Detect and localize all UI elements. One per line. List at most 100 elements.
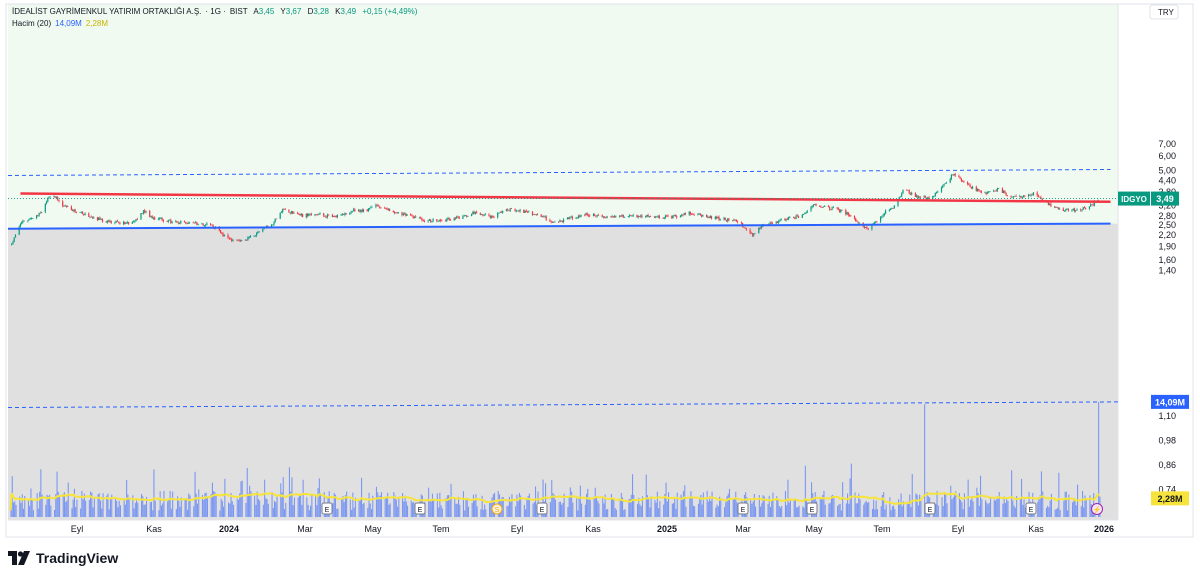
candle-body	[637, 216, 639, 218]
candle-body	[82, 211, 84, 215]
volume-bar	[40, 469, 42, 517]
candle-body	[892, 208, 894, 209]
volume-bar	[962, 509, 964, 517]
volume-bar	[551, 479, 553, 517]
candle-body	[447, 217, 449, 220]
candle-body	[923, 196, 925, 197]
symbol-name[interactable]: İDEALİST GAYRİMENKUL YATIRIM ORTAKLIĞI A…	[12, 7, 202, 16]
volume-bar	[857, 503, 859, 517]
volume-bar	[359, 498, 361, 517]
tradingview-logo[interactable]: TradingView	[8, 548, 118, 568]
candle-body	[370, 206, 372, 208]
interval-label[interactable]: · 1G ·	[205, 7, 226, 16]
candle-body	[829, 206, 831, 210]
candle-body	[824, 205, 826, 207]
price-axis[interactable]: 7,006,005,004,403,803,202,802,502,201,90…	[1149, 4, 1179, 495]
volume-bar	[439, 492, 441, 517]
volume-bar	[372, 495, 374, 517]
trend-lines[interactable]	[7, 168, 1119, 409]
volume-bar	[62, 493, 64, 517]
volume-bar	[924, 404, 926, 517]
candle-body	[839, 209, 841, 212]
candle-body	[93, 217, 95, 219]
volume-bar	[658, 508, 660, 517]
candle-body	[770, 222, 772, 224]
volume-bar	[865, 500, 867, 517]
candle-body	[340, 214, 342, 216]
candle-body	[876, 221, 878, 223]
volume-bar	[489, 501, 491, 517]
candle-body	[1088, 206, 1090, 209]
time-axis[interactable]: Eyl Kas 2024 Mar May Tem Eyl Kas 2025 Mar May Tem Ey…	[71, 524, 1114, 534]
volume-bar	[593, 496, 595, 517]
candle-body	[873, 222, 875, 224]
candle-body	[357, 210, 360, 212]
candle-body	[676, 216, 678, 218]
volume-bar	[787, 479, 789, 517]
candle-body	[334, 216, 336, 217]
volume-bar	[371, 509, 373, 517]
volume-bar	[205, 492, 207, 517]
candle-body	[505, 209, 507, 211]
volume-bar	[280, 483, 282, 517]
volume-bar	[22, 508, 24, 517]
volume-bar	[482, 509, 484, 517]
event-markers[interactable]: E E S E E E E E ⚡	[321, 502, 1103, 515]
volume-badge	[1151, 394, 1189, 409]
candle-body	[183, 221, 186, 223]
volume-bar	[523, 504, 525, 517]
candle-body	[376, 204, 378, 206]
volume-bar	[788, 502, 790, 517]
volume-bar	[820, 498, 822, 517]
volume-bar	[942, 506, 944, 517]
volume-bar	[614, 508, 616, 517]
volume-bar	[1098, 401, 1100, 517]
volume-bar	[221, 500, 223, 517]
volume-bar	[528, 493, 530, 517]
candle-body	[566, 217, 568, 220]
earnings-marker	[737, 502, 749, 515]
candle-body	[994, 190, 996, 192]
candle-body	[270, 224, 273, 227]
volume-bar	[1011, 470, 1013, 517]
candle-body	[1093, 201, 1095, 206]
volume-bar	[681, 497, 683, 517]
volume-bar	[719, 496, 721, 517]
candle-body	[563, 219, 565, 222]
candle-body	[394, 212, 396, 214]
candle-body	[619, 215, 621, 217]
candle-body	[855, 218, 857, 222]
volume-bar	[866, 502, 868, 517]
candle-body	[367, 208, 370, 212]
volume-bar	[911, 474, 913, 517]
candle-body	[185, 222, 187, 223]
volume-bar	[507, 505, 509, 517]
volume-bar	[858, 493, 860, 517]
volume-bar	[111, 494, 113, 517]
candle-body	[326, 214, 329, 218]
volume-bar	[720, 498, 722, 517]
volume-bar	[935, 503, 937, 517]
candle-body	[14, 234, 17, 238]
volume-bar	[264, 479, 266, 517]
candle-body	[1003, 190, 1005, 193]
candle-body	[611, 216, 613, 218]
volume-bar	[1019, 497, 1021, 517]
candle-body	[1092, 204, 1094, 206]
volume-bar	[36, 493, 38, 517]
volume-bar	[1067, 510, 1069, 517]
volume-bar	[49, 494, 51, 517]
candle-body	[914, 192, 916, 197]
volume-bar	[615, 509, 617, 517]
volume-bar	[946, 503, 948, 517]
candle-body	[735, 220, 737, 222]
volume-header[interactable]: Hacim (20) 14,09M 2,28M	[12, 19, 112, 28]
candle-body	[483, 215, 485, 216]
volume-bar	[784, 491, 786, 517]
candle-body	[362, 209, 365, 212]
candle-body	[1037, 195, 1039, 197]
volume-bar	[1012, 500, 1014, 517]
candle-body	[258, 231, 260, 233]
volume-bar	[552, 493, 554, 517]
